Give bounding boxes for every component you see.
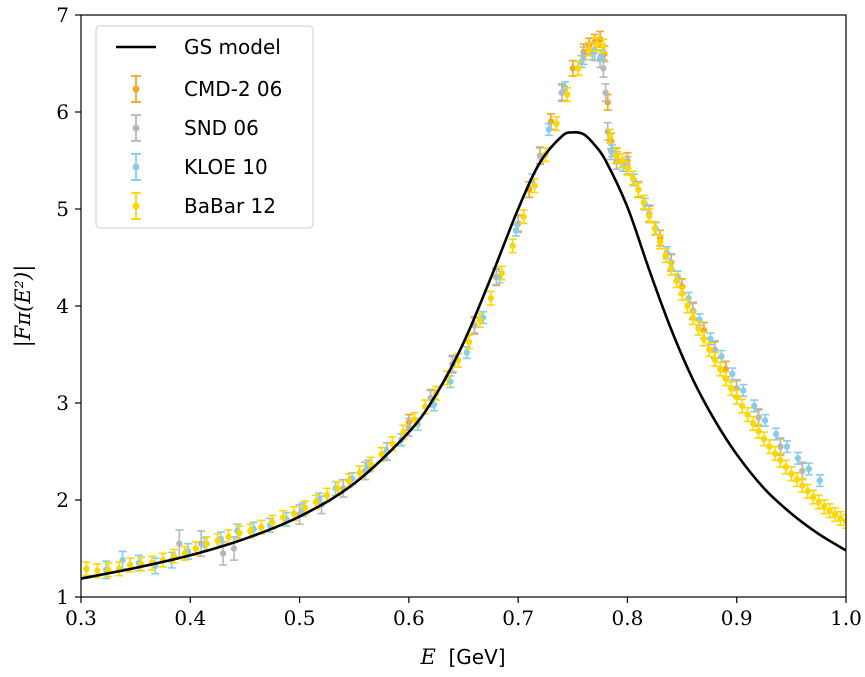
data-point xyxy=(601,83,610,103)
data-point xyxy=(508,238,517,254)
data-point xyxy=(661,247,670,264)
x-tick-label: 0.4 xyxy=(174,606,206,630)
data-point xyxy=(634,182,643,198)
legend-swatch-babar-12 xyxy=(131,192,141,220)
x-tick-label: 1.0 xyxy=(830,606,862,630)
data-point xyxy=(599,58,608,78)
data-point xyxy=(781,459,790,475)
data-point xyxy=(628,170,637,186)
data-point xyxy=(743,407,752,423)
data-points-layer xyxy=(82,30,846,580)
data-point xyxy=(235,525,244,541)
data-point xyxy=(497,265,506,281)
data-point xyxy=(683,298,692,314)
data-point xyxy=(705,342,714,358)
x-tick-label: 0.3 xyxy=(65,606,97,630)
y-tick-label: 2 xyxy=(56,488,69,512)
data-point xyxy=(511,223,520,237)
x-axis-unit: [GeV] xyxy=(448,645,505,669)
data-point xyxy=(645,208,654,224)
y-tick-label: 6 xyxy=(56,100,69,124)
data-point xyxy=(585,41,594,57)
axis-ticks: 0.3 0.4 0.5 0.6 0.7 0.8 0.9 1.0 1 2 3 4 5 6 7 xyxy=(56,3,862,630)
data-point xyxy=(721,371,730,387)
x-axis-label: E [GeV] xyxy=(419,645,505,669)
data-point xyxy=(519,209,528,225)
y-tick-label: 7 xyxy=(56,3,69,27)
y-tick-label: 3 xyxy=(56,391,69,415)
data-point xyxy=(169,548,178,564)
data-point xyxy=(667,260,676,276)
data-point xyxy=(836,510,845,527)
data-point xyxy=(776,437,785,457)
data-point xyxy=(678,285,687,301)
data-point xyxy=(592,36,601,52)
data-point xyxy=(804,462,813,476)
data-point xyxy=(793,451,802,465)
data-point xyxy=(776,452,785,468)
data-point xyxy=(623,160,632,176)
data-point xyxy=(574,60,583,76)
data-point xyxy=(710,351,719,367)
legend-label-snd-06: SND 06 xyxy=(184,116,259,140)
data-point xyxy=(568,59,577,77)
data-point xyxy=(552,116,561,132)
data-point xyxy=(815,473,824,488)
x-tick-label: 0.5 xyxy=(284,606,316,630)
data-point xyxy=(739,383,748,398)
data-point xyxy=(750,399,759,413)
x-tick-label: 0.6 xyxy=(393,606,425,630)
y-axis-label: |Fπ(E²)| xyxy=(11,265,36,348)
data-point xyxy=(82,561,91,577)
gs-model-curve xyxy=(81,130,846,580)
data-point xyxy=(333,480,342,496)
data-point xyxy=(605,128,614,144)
data-point xyxy=(716,361,725,377)
y-tick-label: 1 xyxy=(56,585,69,609)
data-point xyxy=(831,506,840,523)
data-point xyxy=(809,489,818,505)
legend: GS model CMD-2 06 SND 06 KLOE 10 BaBar 12 xyxy=(95,25,314,229)
legend-box xyxy=(95,25,314,229)
data-point xyxy=(608,144,617,158)
x-tick-label: 0.7 xyxy=(502,606,534,630)
data-point xyxy=(782,440,791,454)
data-point xyxy=(820,499,829,515)
data-point xyxy=(224,529,233,545)
data-point xyxy=(475,312,484,329)
x-tick-label: 0.8 xyxy=(612,606,644,630)
data-point xyxy=(597,49,606,63)
data-point xyxy=(599,38,608,54)
legend-label-babar-12: BaBar 12 xyxy=(184,194,276,218)
legend-label-kloe-10: KLOE 10 xyxy=(184,155,268,179)
data-point xyxy=(672,273,681,289)
data-point xyxy=(544,122,553,137)
legend-label-cmd-2-06: CMD-2 06 xyxy=(184,77,282,101)
data-point xyxy=(842,513,846,529)
data-point xyxy=(486,290,495,306)
data-point xyxy=(563,86,572,103)
data-point xyxy=(814,494,823,510)
data-point xyxy=(180,545,189,561)
legend-swatch-kloe-10 xyxy=(131,153,141,181)
y-tick-label: 5 xyxy=(56,197,69,221)
model-curve-layer xyxy=(81,130,846,580)
legend-swatch-cmd-2-06 xyxy=(131,75,141,103)
data-point xyxy=(650,220,659,236)
data-point xyxy=(825,503,834,519)
data-point xyxy=(728,367,737,381)
legend-swatch-snd-06 xyxy=(131,114,141,142)
x-tick-label: 0.9 xyxy=(721,606,753,630)
data-point xyxy=(699,331,708,347)
data-point xyxy=(761,413,770,428)
y-tick-label: 4 xyxy=(56,294,69,318)
data-point xyxy=(694,320,703,336)
legend-label-gs-model: GS model xyxy=(184,35,281,59)
x-axis-variable: E xyxy=(419,645,435,669)
data-point xyxy=(689,310,697,326)
